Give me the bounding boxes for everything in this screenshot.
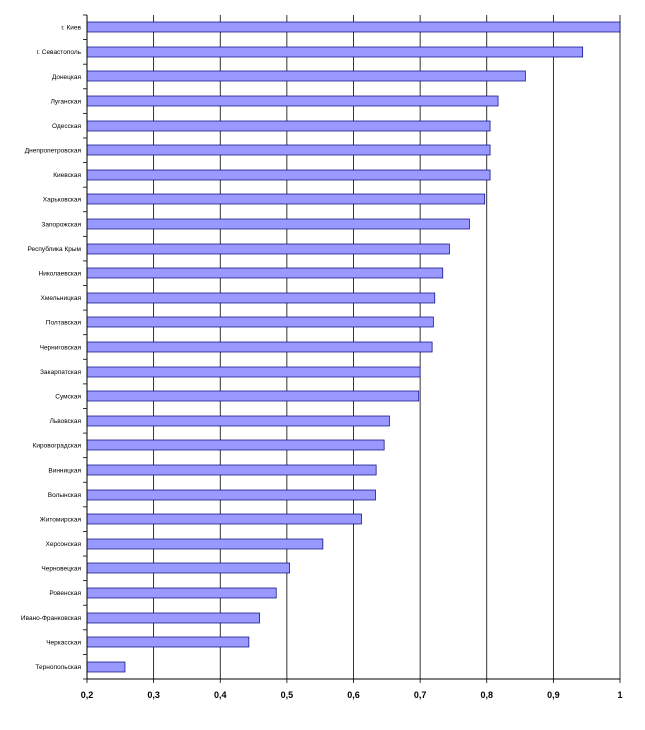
category-label: Черкасская	[46, 639, 81, 646]
category-label: Житомирская	[40, 516, 82, 523]
bar	[86, 218, 470, 230]
category-label: Ивано-Франковская	[21, 615, 82, 622]
x-tick-label: 0,9	[547, 690, 560, 700]
category-labels: г. Киев г. Севастополь Донецкая Луганская Од…	[21, 25, 82, 671]
bar	[86, 243, 450, 255]
bar	[86, 587, 277, 599]
x-tick-labels: 0,2 0,3 0,4 0,5 0,6 0,7 0,8 0,9 1	[81, 690, 623, 700]
category-label: Тернопольская	[35, 664, 81, 671]
category-label: Львовская	[50, 418, 82, 425]
category-label: Запорожская	[41, 221, 81, 228]
bar	[86, 562, 290, 574]
bar	[86, 661, 126, 673]
category-label: г. Севастополь	[37, 49, 82, 56]
category-label: Херсонская	[46, 541, 82, 548]
bar	[86, 464, 377, 476]
category-label: Черновецкая	[41, 566, 81, 573]
bar	[86, 415, 390, 427]
bar	[86, 538, 324, 550]
bar	[86, 95, 499, 107]
category-label: Сумская	[55, 393, 81, 400]
bar	[86, 144, 491, 156]
category-label: Днепропетровская	[25, 148, 82, 155]
axes	[83, 14, 621, 683]
x-tick-label: 0,3	[147, 690, 160, 700]
bar	[86, 636, 250, 648]
bar	[86, 489, 376, 501]
x-tick-label: 0,5	[281, 690, 294, 700]
bars	[86, 21, 621, 673]
bar	[86, 193, 486, 205]
category-label: Донецкая	[52, 74, 82, 81]
category-label: Одесская	[52, 123, 81, 130]
category-label: Киевская	[53, 172, 81, 179]
bar	[86, 513, 362, 525]
bar	[86, 612, 260, 624]
bar	[86, 46, 584, 58]
bar	[86, 439, 385, 451]
category-label: г. Киев	[61, 25, 81, 32]
category-label: Волынская	[48, 492, 82, 499]
bar	[86, 292, 436, 304]
category-label: Ровенская	[49, 590, 81, 597]
category-label: Кировоградская	[33, 443, 82, 450]
bar	[86, 267, 444, 279]
x-tick-label: 0,7	[414, 690, 427, 700]
bar	[86, 366, 421, 378]
bar	[86, 21, 621, 33]
bar	[86, 316, 434, 328]
x-tick-label: 0,4	[214, 690, 227, 700]
x-tick-label: 0,8	[480, 690, 493, 700]
category-label: Закарпатская	[40, 369, 82, 376]
category-label: Полтавская	[46, 320, 82, 327]
bar	[86, 390, 420, 402]
bar	[86, 169, 491, 181]
bar	[86, 341, 433, 353]
bar	[86, 70, 526, 82]
category-label: Винницкая	[48, 467, 81, 474]
x-tick-label: 0,2	[81, 690, 94, 700]
category-label: Харьковская	[43, 197, 82, 204]
category-label: Хмельницкая	[41, 295, 82, 302]
category-label: Луганская	[51, 98, 82, 105]
x-tick-label: 1	[617, 690, 622, 700]
category-label: Республика Крым	[27, 245, 81, 253]
category-label: Николаевская	[39, 271, 82, 278]
category-label: Черниговская	[40, 344, 82, 351]
bar	[86, 120, 491, 132]
x-tick-label: 0,6	[347, 690, 360, 700]
